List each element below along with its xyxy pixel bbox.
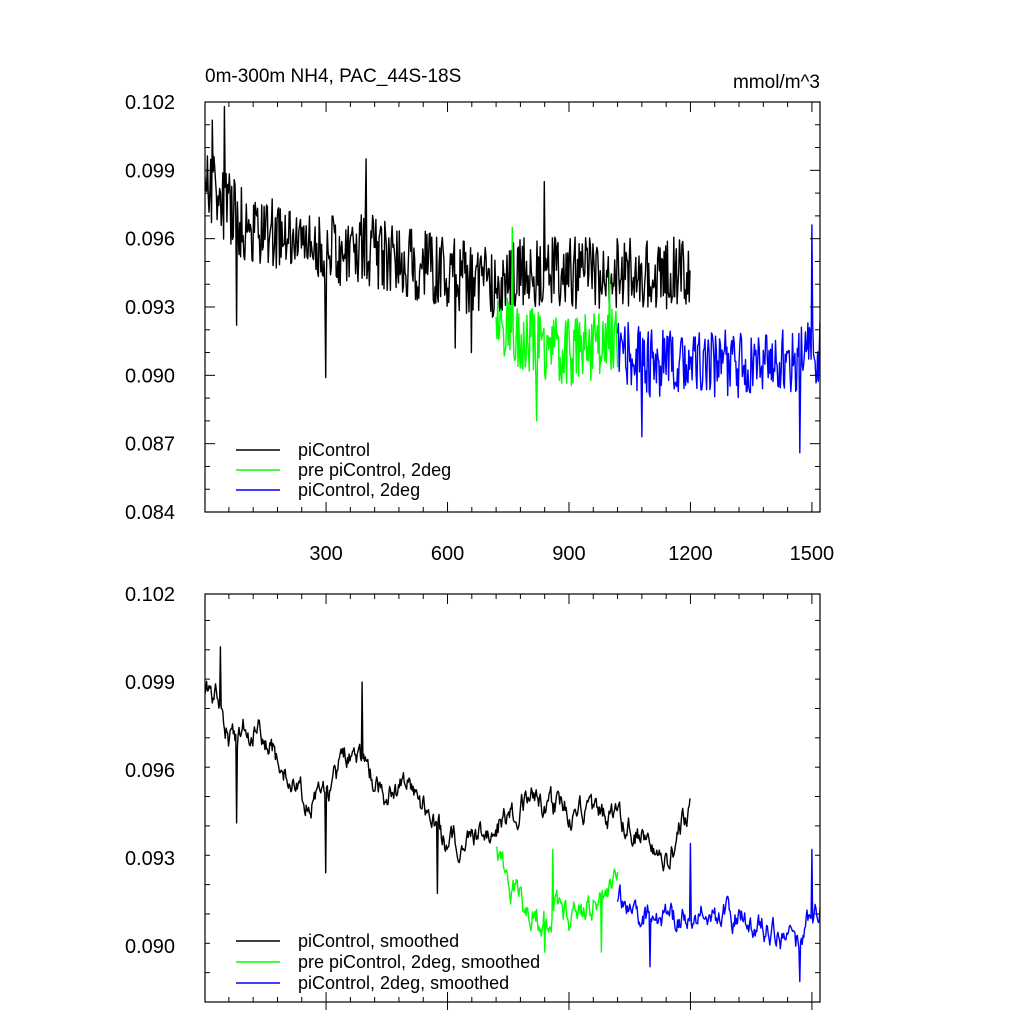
- panel-top: 300 600 900 1200 1500 0.084 0.087 0.090 0.093 0.0…: [125, 66, 834, 565]
- y-tick-label: 0.096: [125, 760, 175, 782]
- y-tick-label: 0.093: [125, 297, 175, 319]
- plot-area: [205, 105, 820, 454]
- y-tick-label: 0.090: [125, 365, 175, 387]
- units-label: mmol/m^3: [733, 72, 820, 93]
- legend-label: piControl: [298, 440, 370, 460]
- panel-bottom: 0.090 0.093 0.096 0.099 0.102 piControl, smoo…: [125, 584, 821, 1010]
- y-tick-label: 0.084: [125, 502, 175, 524]
- x-tick-label: 1500: [790, 543, 835, 565]
- plot-frame: [204, 593, 821, 1003]
- y-tick-label: 0.090: [125, 936, 175, 958]
- chart-title: 0m-300m NH4, PAC_44S-18S: [205, 66, 461, 87]
- legend-label: pre piControl, 2deg: [298, 460, 451, 480]
- series-line-2: [495, 226, 619, 422]
- x-tick-label: 900: [552, 543, 585, 565]
- legend-label: piControl, 2deg: [298, 480, 420, 500]
- y-tick-label: 0.102: [125, 92, 175, 114]
- legend-label: piControl, smoothed: [298, 931, 459, 951]
- series-line-3: [616, 224, 820, 454]
- legend-label: pre piControl, 2deg, smoothed: [298, 952, 540, 972]
- y-tick-label: 0.099: [125, 672, 175, 694]
- x-tick-label: 300: [309, 543, 342, 565]
- series-line-1: [205, 646, 691, 895]
- plot-area: [205, 646, 820, 983]
- y-tick-label: 0.096: [125, 229, 175, 251]
- y-tick-label: 0.099: [125, 160, 175, 182]
- x-tick-label: 600: [431, 543, 464, 565]
- legend-label: piControl, 2deg, smoothed: [298, 973, 509, 993]
- x-tick-label: 1200: [668, 543, 713, 565]
- y-tick-label: 0.087: [125, 434, 175, 456]
- y-tick-label: 0.093: [125, 848, 175, 870]
- series-line-3: [616, 842, 820, 983]
- series-line-2: [496, 846, 619, 953]
- y-tick-label: 0.102: [125, 584, 175, 606]
